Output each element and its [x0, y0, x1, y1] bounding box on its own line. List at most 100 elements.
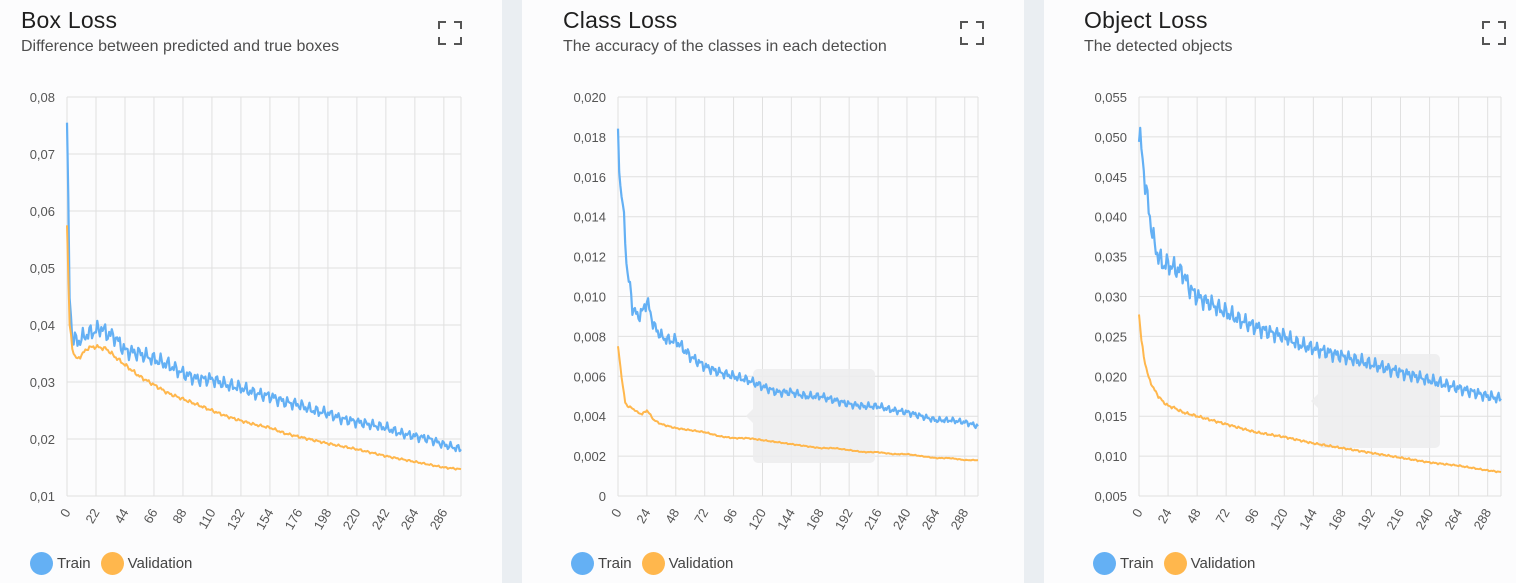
panel-subtitle: Difference between predicted and true bo… — [21, 38, 340, 55]
y-tick-label: 0,05 — [30, 261, 55, 276]
y-tick-label: 0,025 — [1094, 329, 1127, 344]
x-tick-label: 242 — [369, 506, 393, 532]
x-tick-label: 240 — [890, 506, 914, 532]
legend-label-validation: Validation — [668, 555, 734, 572]
panel-title: Box Loss — [21, 7, 118, 33]
y-tick-label: 0,01 — [30, 489, 55, 504]
x-tick-label: 216 — [861, 506, 885, 532]
legend-swatch-train — [571, 552, 594, 575]
fullscreen-icon[interactable] — [438, 21, 462, 45]
y-tick-label: 0,010 — [573, 290, 606, 305]
x-tick-label: 288 — [1470, 506, 1494, 532]
legend-swatch-validation — [641, 552, 665, 575]
y-tick-label: 0,020 — [1094, 369, 1127, 384]
y-tick-label: 0,012 — [573, 250, 606, 265]
series-line-train[interactable] — [65, 122, 462, 453]
legend-swatch-validation — [1163, 552, 1187, 575]
fullscreen-icon[interactable] — [960, 21, 984, 45]
x-tick-label: 66 — [140, 506, 160, 526]
x-tick-label: 168 — [803, 506, 827, 532]
x-tick-label: 144 — [774, 506, 798, 532]
y-tick-label: 0,004 — [573, 409, 606, 424]
series-line-validation[interactable] — [617, 346, 979, 462]
y-tick-label: 0,018 — [573, 130, 606, 145]
legend-label-train: Train — [598, 555, 632, 572]
y-tick-label: 0,08 — [30, 90, 55, 105]
x-tick-label: 154 — [253, 506, 277, 532]
y-tick-label: 0,040 — [1094, 210, 1127, 225]
panel-title: Object Loss — [1084, 7, 1208, 33]
x-tick-label: 168 — [1325, 506, 1349, 532]
box-loss-panel: Box Loss Difference between predicted an… — [0, 0, 502, 583]
x-tick-label: 220 — [340, 506, 364, 532]
legend-label-validation: Validation — [1190, 555, 1256, 572]
legend-item-validation[interactable]: Validation — [1163, 552, 1256, 575]
y-tick-label: 0 — [599, 489, 606, 504]
legend-label-train: Train — [1120, 555, 1154, 572]
y-tick-label: 0,015 — [1094, 409, 1127, 424]
x-tick-label: 192 — [1354, 506, 1378, 532]
y-tick-label: 0,035 — [1094, 250, 1127, 265]
legend-item-train[interactable]: Train — [571, 552, 632, 575]
x-tick-label: 240 — [1412, 506, 1436, 532]
panel-subtitle: The accuracy of the classes in each dete… — [563, 38, 887, 55]
y-tick-label: 0,04 — [30, 318, 55, 333]
x-tick-label: 264 — [919, 506, 943, 532]
x-tick-label: 192 — [832, 506, 856, 532]
x-tick-label: 72 — [691, 506, 711, 526]
panel-title: Class Loss — [563, 7, 678, 33]
x-tick-label: 132 — [224, 506, 248, 532]
y-tick-label: 0,06 — [30, 204, 55, 219]
tooltip-box — [753, 369, 875, 463]
y-tick-label: 0,005 — [1094, 489, 1127, 504]
series-line-train[interactable] — [616, 128, 979, 430]
chart-legend: Train Validation — [571, 552, 743, 575]
x-tick-label: 44 — [111, 506, 131, 526]
x-tick-label: 216 — [1383, 506, 1407, 532]
box-loss-chart: 0,08 0,07 0,06 0,05 0,04 0,03 0,02 0,010 22 44 66 8… — [30, 90, 462, 532]
x-tick-label: 176 — [282, 506, 306, 532]
x-tick-label: 72 — [1213, 506, 1233, 526]
y-tick-label: 0,006 — [573, 369, 606, 384]
tooltip-pointer — [1311, 394, 1318, 408]
legend-swatch-train — [1093, 552, 1116, 575]
x-tick-label: 264 — [398, 506, 422, 532]
y-tick-label: 0,030 — [1094, 290, 1127, 305]
x-tick-label: 120 — [1267, 506, 1291, 532]
x-tick-label: 120 — [745, 506, 769, 532]
x-tick-label: 264 — [1441, 506, 1465, 532]
x-tick-label: 0 — [1129, 506, 1146, 520]
y-tick-label: 0,055 — [1094, 90, 1127, 105]
x-tick-label: 88 — [169, 506, 189, 526]
legend-item-train[interactable]: Train — [1093, 552, 1154, 575]
chart-legend: Train Validation — [1093, 552, 1265, 575]
series-line-train[interactable] — [1137, 126, 1502, 404]
y-tick-label: 0,02 — [30, 432, 55, 447]
chart-legend: Train Validation — [30, 552, 202, 575]
series-line-validation[interactable] — [1138, 314, 1502, 474]
x-tick-label: 24 — [633, 506, 653, 526]
legend-label-train: Train — [57, 555, 91, 572]
legend-item-train[interactable]: Train — [30, 552, 91, 575]
object-loss-chart: 0,055 0,050 0,045 0,040 0,035 0,030 0,025 0,020… — [1094, 90, 1502, 532]
legend-item-validation[interactable]: Validation — [100, 552, 192, 575]
x-tick-label: 198 — [311, 506, 335, 532]
fullscreen-icon[interactable] — [1482, 21, 1506, 45]
x-tick-label: 286 — [427, 506, 451, 532]
y-tick-label: 0,07 — [30, 147, 55, 162]
y-tick-label: 0,045 — [1094, 170, 1127, 185]
x-tick-label: 144 — [1296, 506, 1320, 532]
y-tick-label: 0,010 — [1094, 449, 1127, 464]
y-tick-label: 0,002 — [573, 449, 606, 464]
x-tick-label: 96 — [720, 506, 740, 526]
y-tick-label: 0,008 — [573, 329, 606, 344]
x-tick-label: 288 — [948, 506, 972, 532]
series-line-validation[interactable] — [66, 225, 462, 471]
y-tick-label: 0,050 — [1094, 130, 1127, 145]
legend-swatch-validation — [100, 552, 124, 575]
x-tick-label: 24 — [1154, 506, 1174, 526]
class-loss-chart: 0,020 0,018 0,016 0,014 0,012 0,010 0,008 0,006… — [573, 90, 979, 532]
legend-item-validation[interactable]: Validation — [641, 552, 734, 575]
x-tick-label: 96 — [1242, 506, 1262, 526]
y-tick-label: 0,03 — [30, 375, 55, 390]
